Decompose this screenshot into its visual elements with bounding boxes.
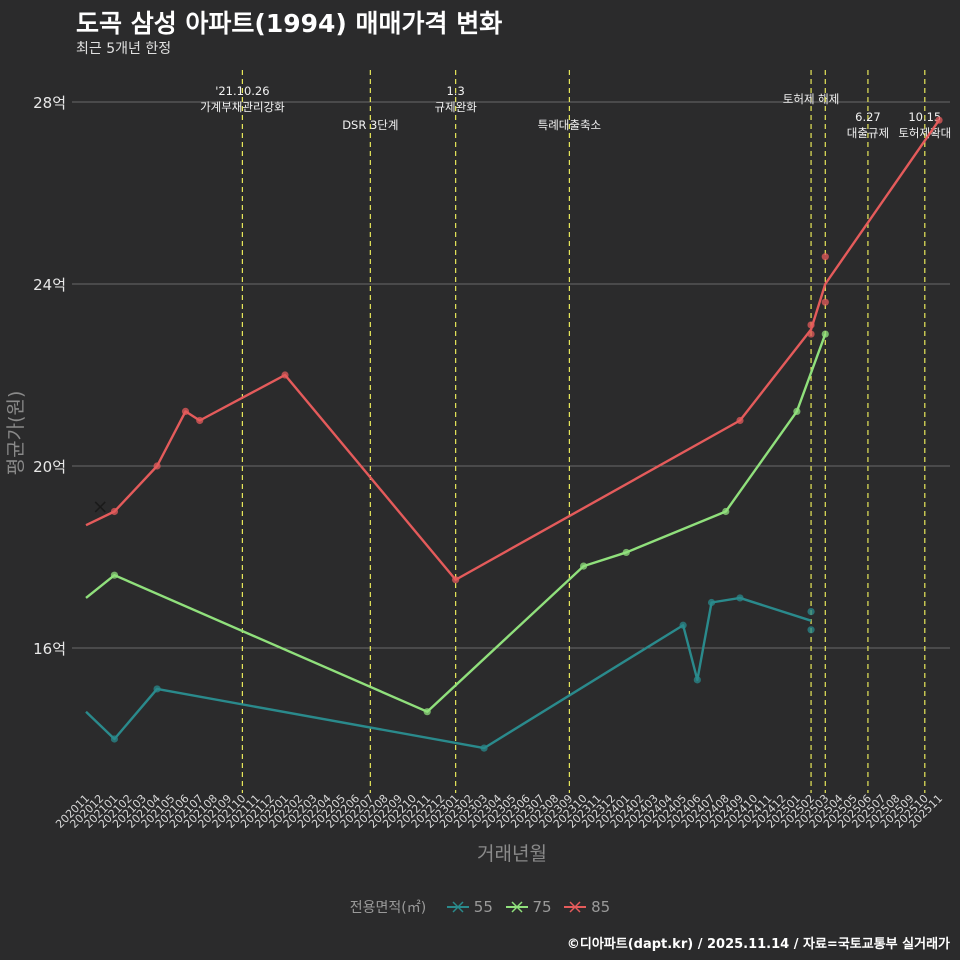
event-label: 6.27 <box>855 110 881 124</box>
event-label: 토허제확대 <box>898 126 951 140</box>
cross-marker-85 <box>94 501 106 513</box>
data-point-75 <box>622 548 630 557</box>
event-label: 가계부채관리강화 <box>200 100 285 114</box>
y-tick-label: 24억 <box>33 276 66 294</box>
chart-title: 도곡 삼성 아파트(1994) 매매가격 변화 <box>76 9 503 38</box>
data-point-55 <box>153 685 161 693</box>
event-label: 대출규제 <box>847 126 889 140</box>
y-tick-label: 16억 <box>33 640 66 658</box>
legend-item-75: 75 <box>505 898 552 916</box>
event-label: '21.10.26 <box>215 84 269 98</box>
chart-subtitle: 최근 5개년 한정 <box>76 41 172 57</box>
legend-key-75 <box>505 900 528 913</box>
data-point-75 <box>722 507 730 516</box>
data-point-85 <box>807 330 815 338</box>
legend-key-85 <box>564 900 587 913</box>
x-axis: 2020112020122021012021022021032021042021… <box>53 792 945 831</box>
data-point-55 <box>707 598 716 607</box>
series-line-75 <box>85 333 827 713</box>
cross-marker-stroke <box>94 501 106 513</box>
event-label: 규제완화 <box>434 100 477 114</box>
data-point-75 <box>579 562 588 570</box>
legend-label-85: 85 <box>591 898 611 916</box>
series-line-55 <box>85 596 812 750</box>
source-caption: ©디아파트(dapt.kr) / 2025.11.14 / 자료=국토교통부 실… <box>566 937 950 952</box>
data-point-85 <box>452 576 460 584</box>
data-point-55 <box>807 608 815 616</box>
data-point-75 <box>110 571 119 579</box>
data-point-55 <box>110 735 119 743</box>
data-point-85 <box>736 416 744 425</box>
data-point-85 <box>821 253 829 261</box>
legend-item-55: 55 <box>447 898 493 916</box>
data-point-85 <box>110 507 119 516</box>
data-point-85 <box>181 407 190 415</box>
legend-label-75: 75 <box>532 898 552 916</box>
x-axis-label: 거래년월 <box>477 843 547 865</box>
legend-label-55: 55 <box>473 898 493 916</box>
data-point-55 <box>693 676 701 684</box>
event-label: DSR 3단계 <box>342 118 398 132</box>
data-point-55 <box>480 744 488 752</box>
data-point-85 <box>935 116 943 124</box>
data-point-85 <box>196 416 204 425</box>
y-axis: 16억 20억 24억 28억 <box>33 94 66 658</box>
y-tick-label: 20억 <box>33 458 66 476</box>
y-axis-label: 평균가(원) <box>5 391 27 476</box>
legend-item-85: 85 <box>564 898 610 916</box>
event-label: 특례대출축소 <box>538 118 601 132</box>
data-point-55 <box>679 621 687 629</box>
event-label: 토허제 해제 <box>783 92 840 106</box>
series-lines <box>85 116 943 752</box>
grid-lines <box>72 101 950 649</box>
data-point-85 <box>153 462 161 470</box>
y-tick-label: 28억 <box>33 94 66 112</box>
legend-title: 전용면적(㎡) <box>349 900 427 916</box>
event-label: 10.15 <box>908 110 941 124</box>
data-point-75 <box>821 330 829 338</box>
legend-key-55 <box>447 900 470 913</box>
event-label: 1.3 <box>446 84 464 98</box>
legend: 전용면적(㎡) 55 75 85 <box>0 897 960 917</box>
data-point-85 <box>821 298 829 306</box>
data-point-85 <box>281 371 289 379</box>
data-point-75 <box>793 407 801 415</box>
data-point-55 <box>736 594 744 602</box>
data-point-85 <box>807 321 815 329</box>
data-point-55 <box>807 626 815 634</box>
data-point-75 <box>423 708 431 716</box>
